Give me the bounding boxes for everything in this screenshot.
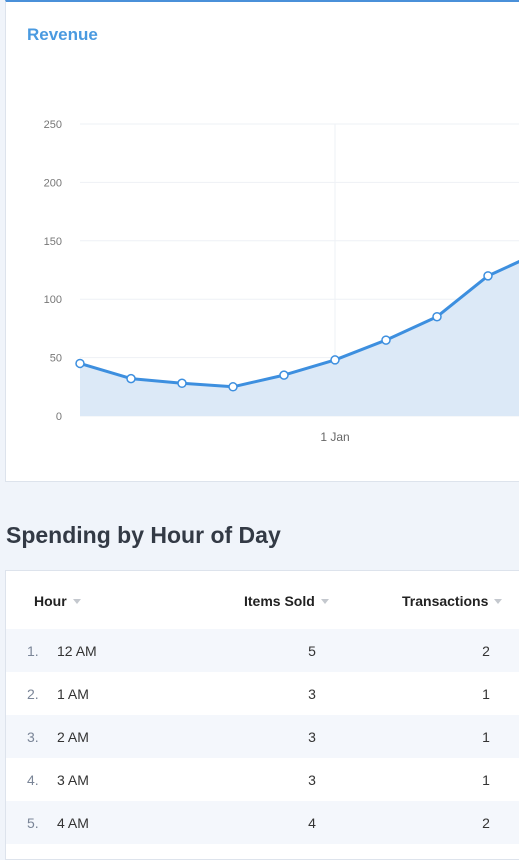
y-tick-label: 150 <box>44 236 62 248</box>
column-header-items-sold[interactable]: Items Sold <box>244 593 329 609</box>
row-items-sold: 3 <box>308 686 316 702</box>
data-point <box>126 373 136 384</box>
row-hour: 3 AM <box>57 772 89 788</box>
row-hour: 2 AM <box>57 729 89 745</box>
y-tick-label: 100 <box>44 294 62 306</box>
table-row: 2. 1 AM 3 1 <box>6 672 519 715</box>
row-rank: 4. <box>27 772 39 788</box>
table-row: 3. 2 AM 3 1 <box>6 715 519 758</box>
row-items-sold: 4 <box>308 815 316 831</box>
row-items-sold: 3 <box>308 772 316 788</box>
row-hour: 12 AM <box>57 643 97 659</box>
row-hour: 1 AM <box>57 686 89 702</box>
revenue-chart: 0 50 100 150 200 250 1 Jan <box>44 119 519 444</box>
revenue-card: Revenue 0 50 100 150 200 250 1 Jan <box>5 0 519 482</box>
row-items-sold: 5 <box>308 643 316 659</box>
data-point <box>228 382 238 392</box>
row-items-sold: 3 <box>308 729 316 745</box>
sort-icon <box>72 598 81 604</box>
data-point <box>75 358 85 369</box>
y-tick-label: 50 <box>50 353 62 365</box>
data-point <box>381 335 391 345</box>
table-row: 4. 3 AM 3 1 <box>6 758 519 801</box>
row-rank: 1. <box>27 643 39 659</box>
row-transactions: 1 <box>482 686 490 702</box>
column-header-items-sold-label: Items Sold <box>244 593 315 609</box>
y-tick-label: 200 <box>44 177 62 189</box>
row-hour: 4 AM <box>57 815 89 831</box>
data-point <box>279 370 289 380</box>
row-transactions: 2 <box>482 815 490 831</box>
section-title: Spending by Hour of Day <box>6 522 281 548</box>
data-point <box>177 378 187 389</box>
y-tick-label: 250 <box>44 119 62 131</box>
data-point <box>330 355 340 365</box>
y-tick-label: 0 <box>56 411 62 423</box>
column-header-hour-label: Hour <box>34 593 67 609</box>
revenue-card-title: Revenue <box>27 25 98 44</box>
table-row: 1. 12 AM 5 2 <box>6 629 519 672</box>
x-tick-label: 1 Jan <box>320 430 349 444</box>
row-transactions: 2 <box>482 643 490 659</box>
row-rank: 5. <box>27 815 39 831</box>
row-rank: 3. <box>27 729 39 745</box>
row-transactions: 1 <box>482 772 490 788</box>
row-rank: 2. <box>27 686 39 702</box>
series-area <box>80 261 519 416</box>
data-point <box>483 271 493 281</box>
series-line <box>79 259 519 389</box>
row-transactions: 1 <box>482 729 490 745</box>
sort-icon <box>494 598 503 604</box>
column-header-transactions-label: Transactions <box>402 593 489 609</box>
data-point <box>432 311 442 322</box>
column-header-hour[interactable]: Hour <box>34 593 81 609</box>
column-header-transactions[interactable]: Transactions <box>402 593 503 609</box>
hour-table: Hour Items Sold Transactions 1. 12 AM 5 … <box>5 570 519 860</box>
sort-icon <box>320 598 329 604</box>
table-header: Hour Items Sold Transactions <box>6 571 519 629</box>
table-row: 5. 4 AM 4 2 <box>6 801 519 844</box>
